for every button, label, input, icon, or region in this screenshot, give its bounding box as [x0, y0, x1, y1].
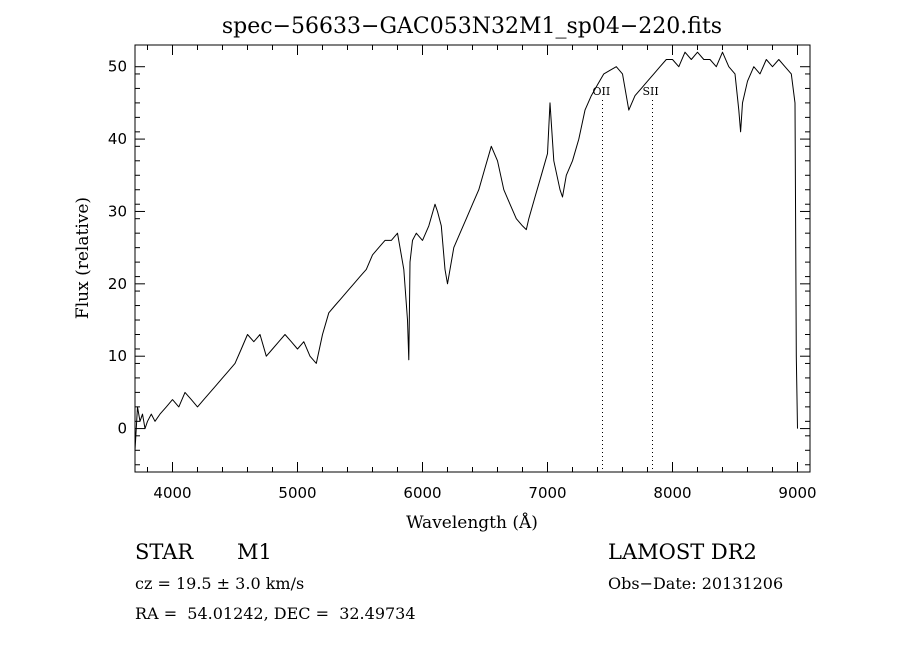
survey-name: LAMOST DR2: [608, 540, 757, 564]
x-tick-label: 7000: [528, 484, 566, 502]
coordinates: RA = 54.01242, DEC = 32.49734: [135, 604, 416, 623]
y-tick-label: 0: [117, 420, 127, 438]
subclass: M1: [237, 540, 272, 564]
series-group: [134, 51, 798, 451]
x-tick-label: 5000: [278, 484, 316, 502]
spectrum-line: [134, 51, 798, 451]
x-tick-label: 6000: [403, 484, 441, 502]
x-tick-label: 8000: [653, 484, 691, 502]
y-tick-label: 40: [108, 130, 127, 148]
y-tick-label: 10: [108, 347, 127, 365]
x-axis-label: Wavelength (Å): [406, 512, 538, 533]
y-tick-label: 50: [108, 58, 127, 76]
x-tick-label: 4000: [153, 484, 191, 502]
chart-title: spec−56633−GAC053N32M1_sp04−220.fits: [222, 14, 722, 39]
observation-date: Obs−Date: 20131206: [608, 574, 784, 593]
annotation-label: OII: [593, 85, 611, 98]
redshift-velocity: cz = 19.5 ± 3.0 km/s: [135, 574, 305, 593]
line-annotations: OII SII: [593, 85, 659, 472]
y-axis-label: Flux (relative): [73, 197, 93, 319]
plot-frame: [134, 44, 811, 473]
object-type: STAR: [135, 540, 194, 564]
y-tick-label: 20: [108, 275, 127, 293]
annotation-label: SII: [643, 85, 659, 98]
x-tick-label: 9000: [778, 484, 816, 502]
y-tick-label: 30: [108, 202, 127, 220]
axis-ticks: 4000 5000 6000 7000 8000 9000 0 10 20 30 40 50: [108, 45, 817, 502]
